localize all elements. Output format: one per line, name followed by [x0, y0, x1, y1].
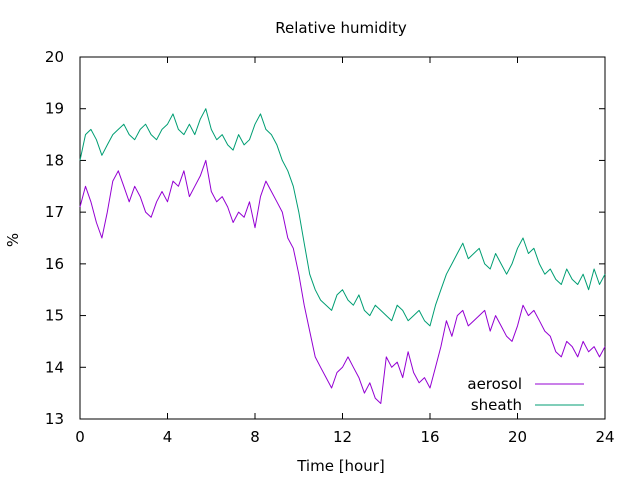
x-tick-label: 4: [163, 428, 173, 446]
y-tick-label: 13: [45, 410, 64, 428]
x-tick-label: 16: [420, 428, 439, 446]
x-axis-label: Time [hour]: [296, 457, 385, 475]
x-tick-label: 12: [333, 428, 352, 446]
y-axis-label: %: [4, 233, 22, 247]
y-tick-label: 15: [45, 307, 64, 325]
legend-label-sheath: sheath: [471, 396, 522, 414]
y-tick-label: 18: [45, 151, 64, 169]
x-tick-label: 0: [75, 428, 85, 446]
legend-label-aerosol: aerosol: [467, 375, 522, 393]
x-tick-label: 24: [595, 428, 614, 446]
y-tick-label: 17: [45, 203, 64, 221]
y-tick-label: 14: [45, 358, 64, 376]
chart-title: Relative humidity: [275, 19, 407, 37]
y-tick-label: 16: [45, 255, 64, 273]
x-tick-label: 8: [250, 428, 260, 446]
y-tick-label: 19: [45, 100, 64, 118]
series-line-aerosol: [79, 159, 606, 404]
series-line-sheath: [79, 108, 606, 327]
series-layer: [79, 108, 606, 404]
y-tick-label: 20: [45, 48, 64, 66]
axis-ticks: 0 4 8 12 16 20 24 13 14 15 16 17 18 19 20: [45, 48, 615, 446]
legend: aerosol sheath: [467, 375, 584, 414]
x-tick-label: 20: [508, 428, 527, 446]
